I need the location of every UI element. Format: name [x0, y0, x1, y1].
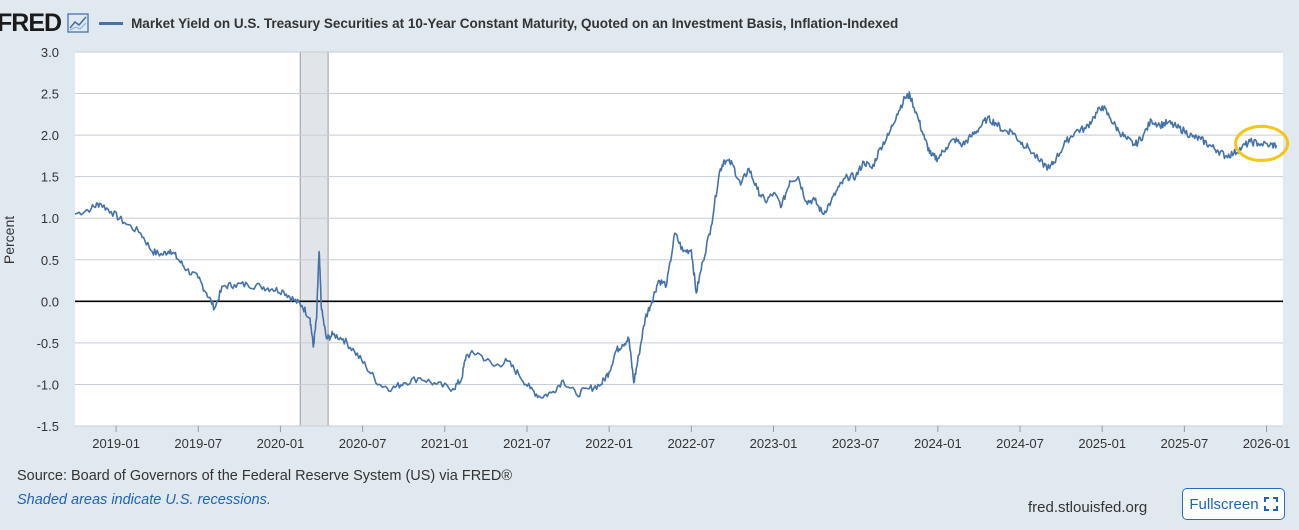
line-chart-icon[interactable]	[67, 13, 89, 33]
site-url[interactable]: fred.stlouisfed.org	[1028, 499, 1148, 516]
x-tick-label: 2025-07	[1161, 436, 1209, 451]
x-tick-label: 2024-01	[914, 436, 962, 451]
recession-band	[299, 51, 329, 427]
fullscreen-label: Fullscreen	[1189, 495, 1259, 513]
x-tick-label: 2023-07	[832, 436, 880, 451]
line-chart: 3.0 2.5 2.0 1.5 1.0 0.5 0.0 -0.5 -1.0 -1.5 2019-0…	[1, 45, 1291, 451]
chart-header: FRED Market Yield on U.S. Treasury Secur…	[0, 6, 1299, 40]
x-tick-label: 2026-01	[1243, 436, 1291, 451]
expand-icon	[1263, 497, 1278, 511]
x-tick-label: 2019-01	[92, 436, 140, 451]
y-tick-label: 3.0	[41, 45, 59, 60]
x-tick-label: 2020-07	[339, 436, 387, 451]
highlight-circle	[1234, 124, 1290, 162]
x-tick-label: 2025-01	[1078, 436, 1126, 451]
source-note: Source: Board of Governors of the Federa…	[17, 468, 513, 484]
x-tick-label: 2024-07	[996, 436, 1044, 451]
fullscreen-button[interactable]: Fullscreen	[1182, 488, 1285, 520]
legend-swatch	[99, 21, 124, 25]
y-tick-label: -1.5	[37, 419, 59, 434]
x-tick-label: 2022-01	[585, 436, 633, 451]
plot-area	[75, 52, 1283, 426]
x-tick-label: 2019-07	[174, 436, 222, 451]
y-tick-label: -0.5	[37, 336, 59, 351]
y-tick-label: 0.5	[41, 253, 59, 268]
x-tick-label: 2020-01	[257, 436, 305, 451]
chart-title: Market Yield on U.S. Treasury Securities…	[131, 15, 899, 31]
y-tick-label: 2.0	[41, 128, 59, 143]
fred-logo[interactable]: FRED	[0, 8, 62, 37]
recession-note[interactable]: Shaded areas indicate U.S. recessions.	[17, 492, 271, 508]
y-tick-label: 2.5	[41, 87, 59, 102]
x-tick-label: 2022-07	[667, 436, 715, 451]
series-line	[74, 91, 1278, 399]
y-tick-label: -1.0	[37, 377, 59, 392]
y-tick-label: 0.0	[41, 294, 59, 309]
x-tick-label: 2021-07	[503, 436, 551, 451]
x-tick-label: 2021-01	[421, 436, 469, 451]
y-tick-label: 1.0	[41, 211, 59, 226]
y-axis-label: Percent	[1, 216, 17, 264]
y-tick-label: 1.5	[41, 170, 59, 185]
x-tick-label: 2023-01	[750, 436, 798, 451]
